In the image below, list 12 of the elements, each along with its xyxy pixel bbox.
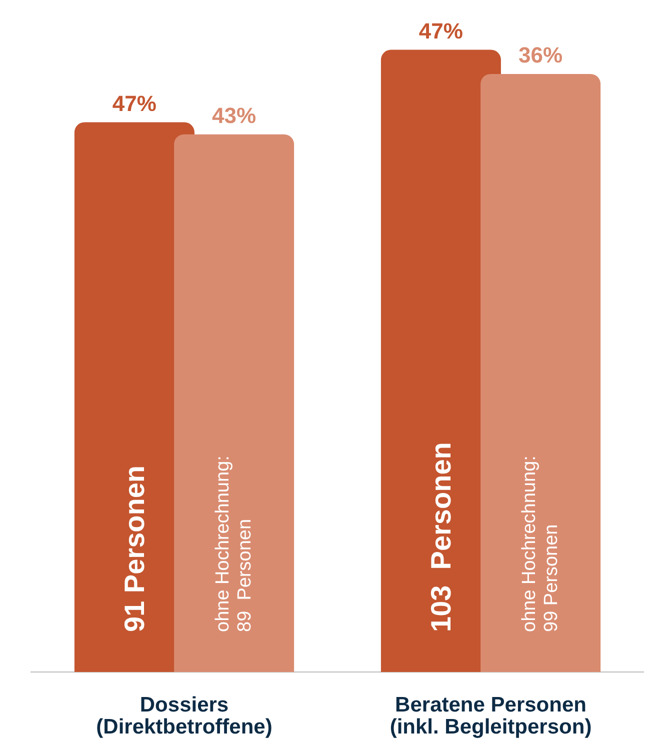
annotation: 43% [212,102,256,128]
bar [480,74,601,672]
x-tick-label: Dossiers (Direktbetroffene) [96,694,272,738]
x-tick-label: Beratene Personen (inkl. Begleitperson) [390,694,592,738]
data-label: ohne Hochrechnung: 89 Personen [212,456,256,632]
annotation: 36% [518,42,563,68]
annotation: 47% [112,90,156,116]
bar [174,134,294,672]
data-label: 103 Personen [425,442,456,632]
annotation: 47% [418,18,463,44]
data-label: ohne Hochrechnung: 99 Personen [519,456,562,632]
data-label: 91 Personen [118,465,150,632]
